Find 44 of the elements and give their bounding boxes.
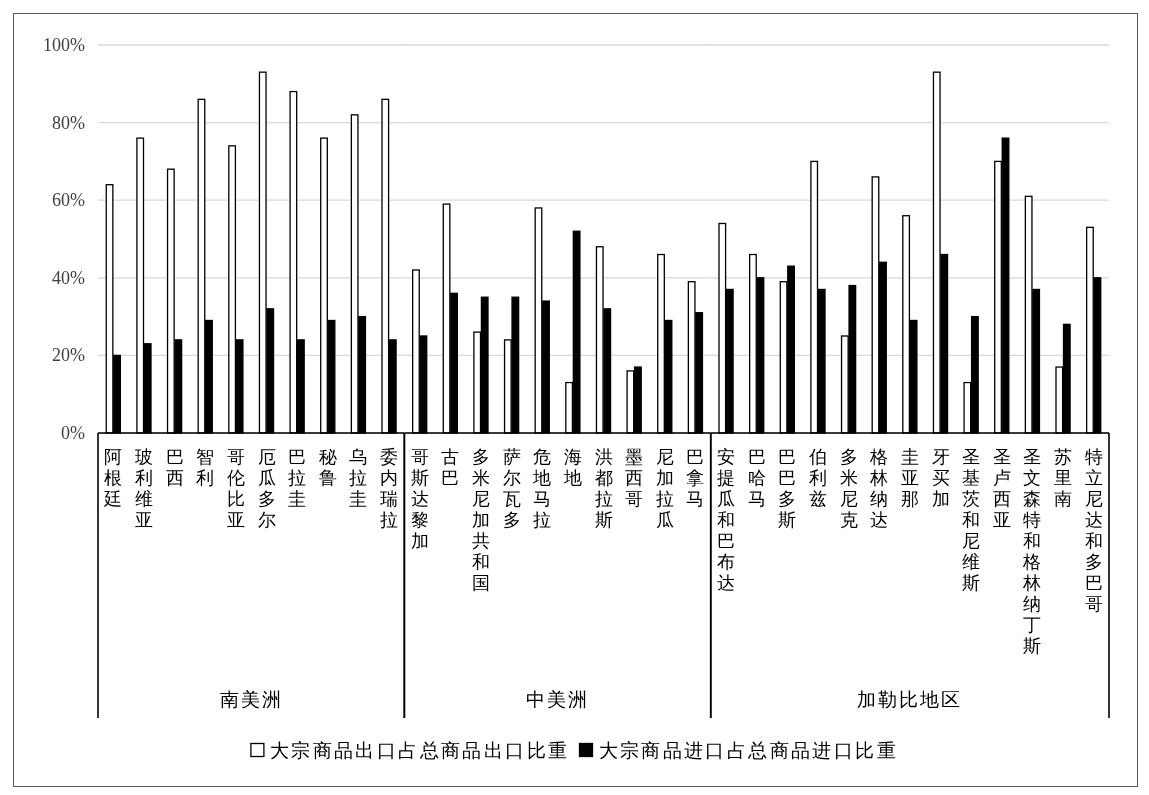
x-tick-label: 格林纳达	[869, 446, 889, 530]
x-axis-title: 加勒比地区	[857, 688, 963, 710]
category-label: 圣文森特和格林纳丁斯	[1023, 446, 1042, 656]
x-tick-label: 智利	[196, 446, 215, 488]
x-axis-title: 南美洲	[219, 688, 283, 710]
x-tick-label: 安提瓜和巴布达	[717, 446, 736, 593]
x-tick-label: 海地	[562, 446, 582, 488]
x-tick-label: 特立尼达和多巴哥	[1084, 446, 1103, 614]
x-tick-label: 洪都拉斯	[594, 446, 613, 530]
x-tick-label: 巴拿马	[686, 446, 705, 509]
x-tick-label: 多米尼加共和国	[471, 446, 490, 593]
x-tick-label: 阿根廷	[103, 446, 123, 509]
x-tick-label: 危地马拉	[532, 446, 552, 530]
y-tick-label: 20%	[52, 345, 85, 366]
x-tick-label: 萨尔瓦多	[502, 446, 521, 530]
x-tick-label: 玻利维亚	[134, 446, 153, 530]
x-tick-label: 巴巴多斯	[778, 446, 797, 530]
x-tick-label: 秘鲁	[318, 446, 337, 488]
x-tick-label: 墨西哥	[625, 446, 644, 509]
x-tick-label: 多米尼克	[839, 446, 858, 530]
x-tick-label: 巴西	[165, 446, 184, 488]
x-tick-label: 伯利兹	[807, 446, 827, 509]
y-tick-label: 80%	[52, 112, 85, 133]
x-tick-label: 古巴	[441, 446, 460, 488]
x-tick-label: 圣基茨和尼维斯	[962, 446, 981, 593]
x-tick-label: 尼加拉瓜	[655, 446, 674, 530]
x-tick-label: 圣卢西亚	[992, 446, 1011, 530]
x-tick-label: 巴哈马	[747, 446, 766, 509]
x-tick-label: 乌拉圭	[349, 446, 368, 509]
x-tick-label: 厄瓜多尔	[257, 446, 276, 530]
x-tick-label: 圭亚那	[900, 446, 919, 509]
x-tick-label: 牙买加	[931, 446, 950, 509]
x-tick-label: 苏里南	[1054, 446, 1073, 509]
y-tick-label: 40%	[52, 267, 85, 288]
x-tick-label: 巴拉圭	[288, 446, 307, 509]
y-tick-label: 0%	[61, 423, 85, 443]
x-axis-title: 中美洲	[526, 688, 590, 710]
legend-label: 大宗商品进口占总商品进口比重	[598, 739, 899, 761]
x-tick-label: 哥斯达黎加	[410, 446, 429, 551]
y-tick-label: 60%	[52, 190, 85, 211]
y-tick-label: 100%	[43, 35, 85, 55]
x-tick-label: 哥伦比亚	[226, 446, 245, 530]
legend-label: 大宗商品出口占总商品出口比重	[269, 739, 570, 761]
x-tick-label: 委内瑞拉	[380, 446, 399, 530]
